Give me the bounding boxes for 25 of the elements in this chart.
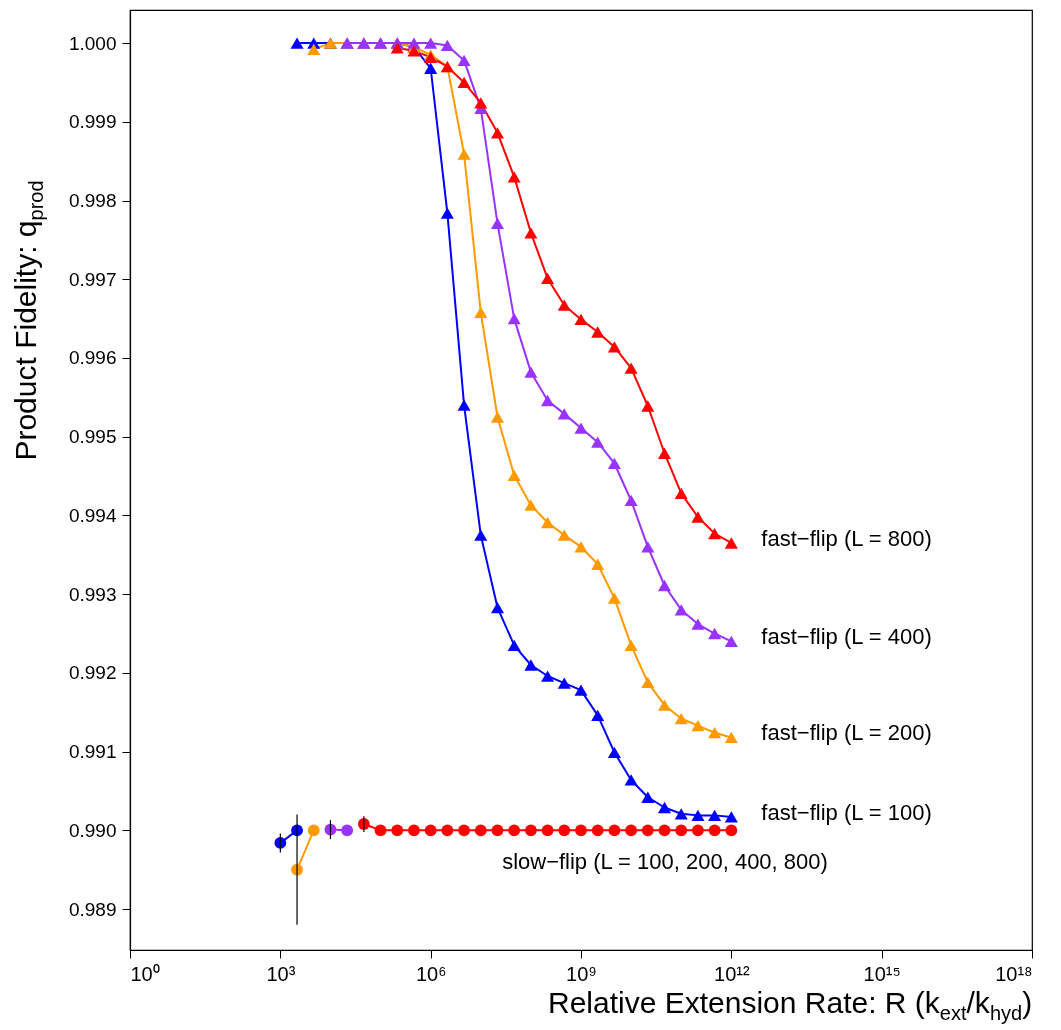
y-tick-label: 0.990 — [68, 819, 117, 841]
x-tick-label: 10¹⁵ — [863, 962, 901, 985]
annotation: slow−flip (L = 100, 200, 400, 800) — [502, 849, 828, 874]
series-label: fast−flip (L = 800) — [761, 525, 932, 551]
x-tick-label: 10⁹ — [566, 962, 597, 985]
x-axis-title: Relative Extension Rate: R (k$_{ext}$/k$_{hyd}$) — [548, 986, 1033, 1024]
y-tick-label: 0.996 — [68, 347, 117, 369]
x-tick-label: 10¹⁸ — [995, 962, 1033, 985]
series-label: fast−flip (L = 200) — [761, 720, 932, 746]
y-tick-label: 0.995 — [68, 426, 117, 448]
series-label: fast−flip (L = 100) — [761, 799, 932, 825]
x-tick-label: 10¹² — [714, 962, 750, 985]
y-tick-label: 0.997 — [68, 268, 117, 290]
y-tick-label: 0.989 — [68, 898, 117, 920]
y-tick-label: 0.992 — [68, 662, 117, 684]
series-label: fast−flip (L = 400) — [761, 624, 932, 650]
y-tick-label: 1.000 — [68, 32, 117, 54]
x-tick-label: 10⁰ — [130, 962, 160, 985]
y-tick-label: 0.999 — [68, 111, 117, 133]
x-tick-label: 10³ — [266, 962, 296, 985]
y-tick-label: 0.993 — [68, 583, 117, 605]
y-tick-label: 0.998 — [68, 190, 117, 212]
x-tick-label: 10⁶ — [415, 962, 447, 985]
y-tick-label: 0.991 — [68, 741, 117, 763]
y-tick-label: 0.994 — [68, 504, 117, 526]
